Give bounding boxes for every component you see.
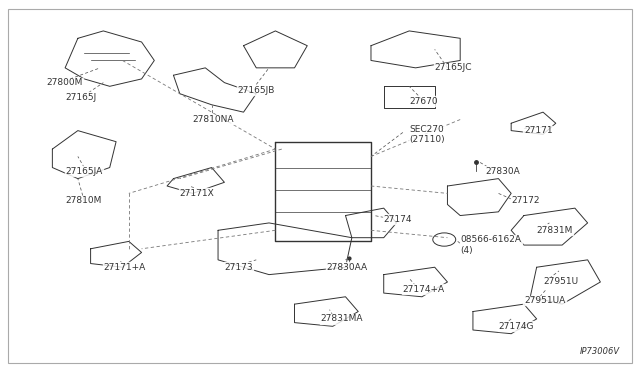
- Text: 27810NA: 27810NA: [193, 115, 234, 124]
- Text: 27670: 27670: [409, 97, 438, 106]
- Text: 27951UA: 27951UA: [524, 296, 565, 305]
- Text: 27165JA: 27165JA: [65, 167, 102, 176]
- Text: 27830AA: 27830AA: [326, 263, 367, 272]
- Text: 27810M: 27810M: [65, 196, 102, 205]
- Text: 27172: 27172: [511, 196, 540, 205]
- Text: IP73006V: IP73006V: [579, 347, 620, 356]
- Text: SEC270
(27110): SEC270 (27110): [409, 125, 445, 144]
- Text: 27165JB: 27165JB: [237, 86, 275, 94]
- Text: 27831M: 27831M: [537, 226, 573, 235]
- Text: 27800M: 27800M: [46, 78, 83, 87]
- Text: 27174G: 27174G: [499, 322, 534, 331]
- Text: 27830A: 27830A: [486, 167, 520, 176]
- Text: 27951U: 27951U: [543, 278, 578, 286]
- Text: 27174: 27174: [384, 215, 412, 224]
- Text: 27165JC: 27165JC: [435, 63, 472, 72]
- Text: 27174+A: 27174+A: [403, 285, 445, 294]
- Text: 27165J: 27165J: [65, 93, 97, 102]
- Text: 27171+A: 27171+A: [103, 263, 145, 272]
- Text: 27831MA: 27831MA: [320, 314, 362, 323]
- Text: 08566-6162A
(4): 08566-6162A (4): [460, 235, 521, 255]
- Text: 27171X: 27171X: [180, 189, 214, 198]
- Text: 27171: 27171: [524, 126, 552, 135]
- Text: 27173: 27173: [225, 263, 253, 272]
